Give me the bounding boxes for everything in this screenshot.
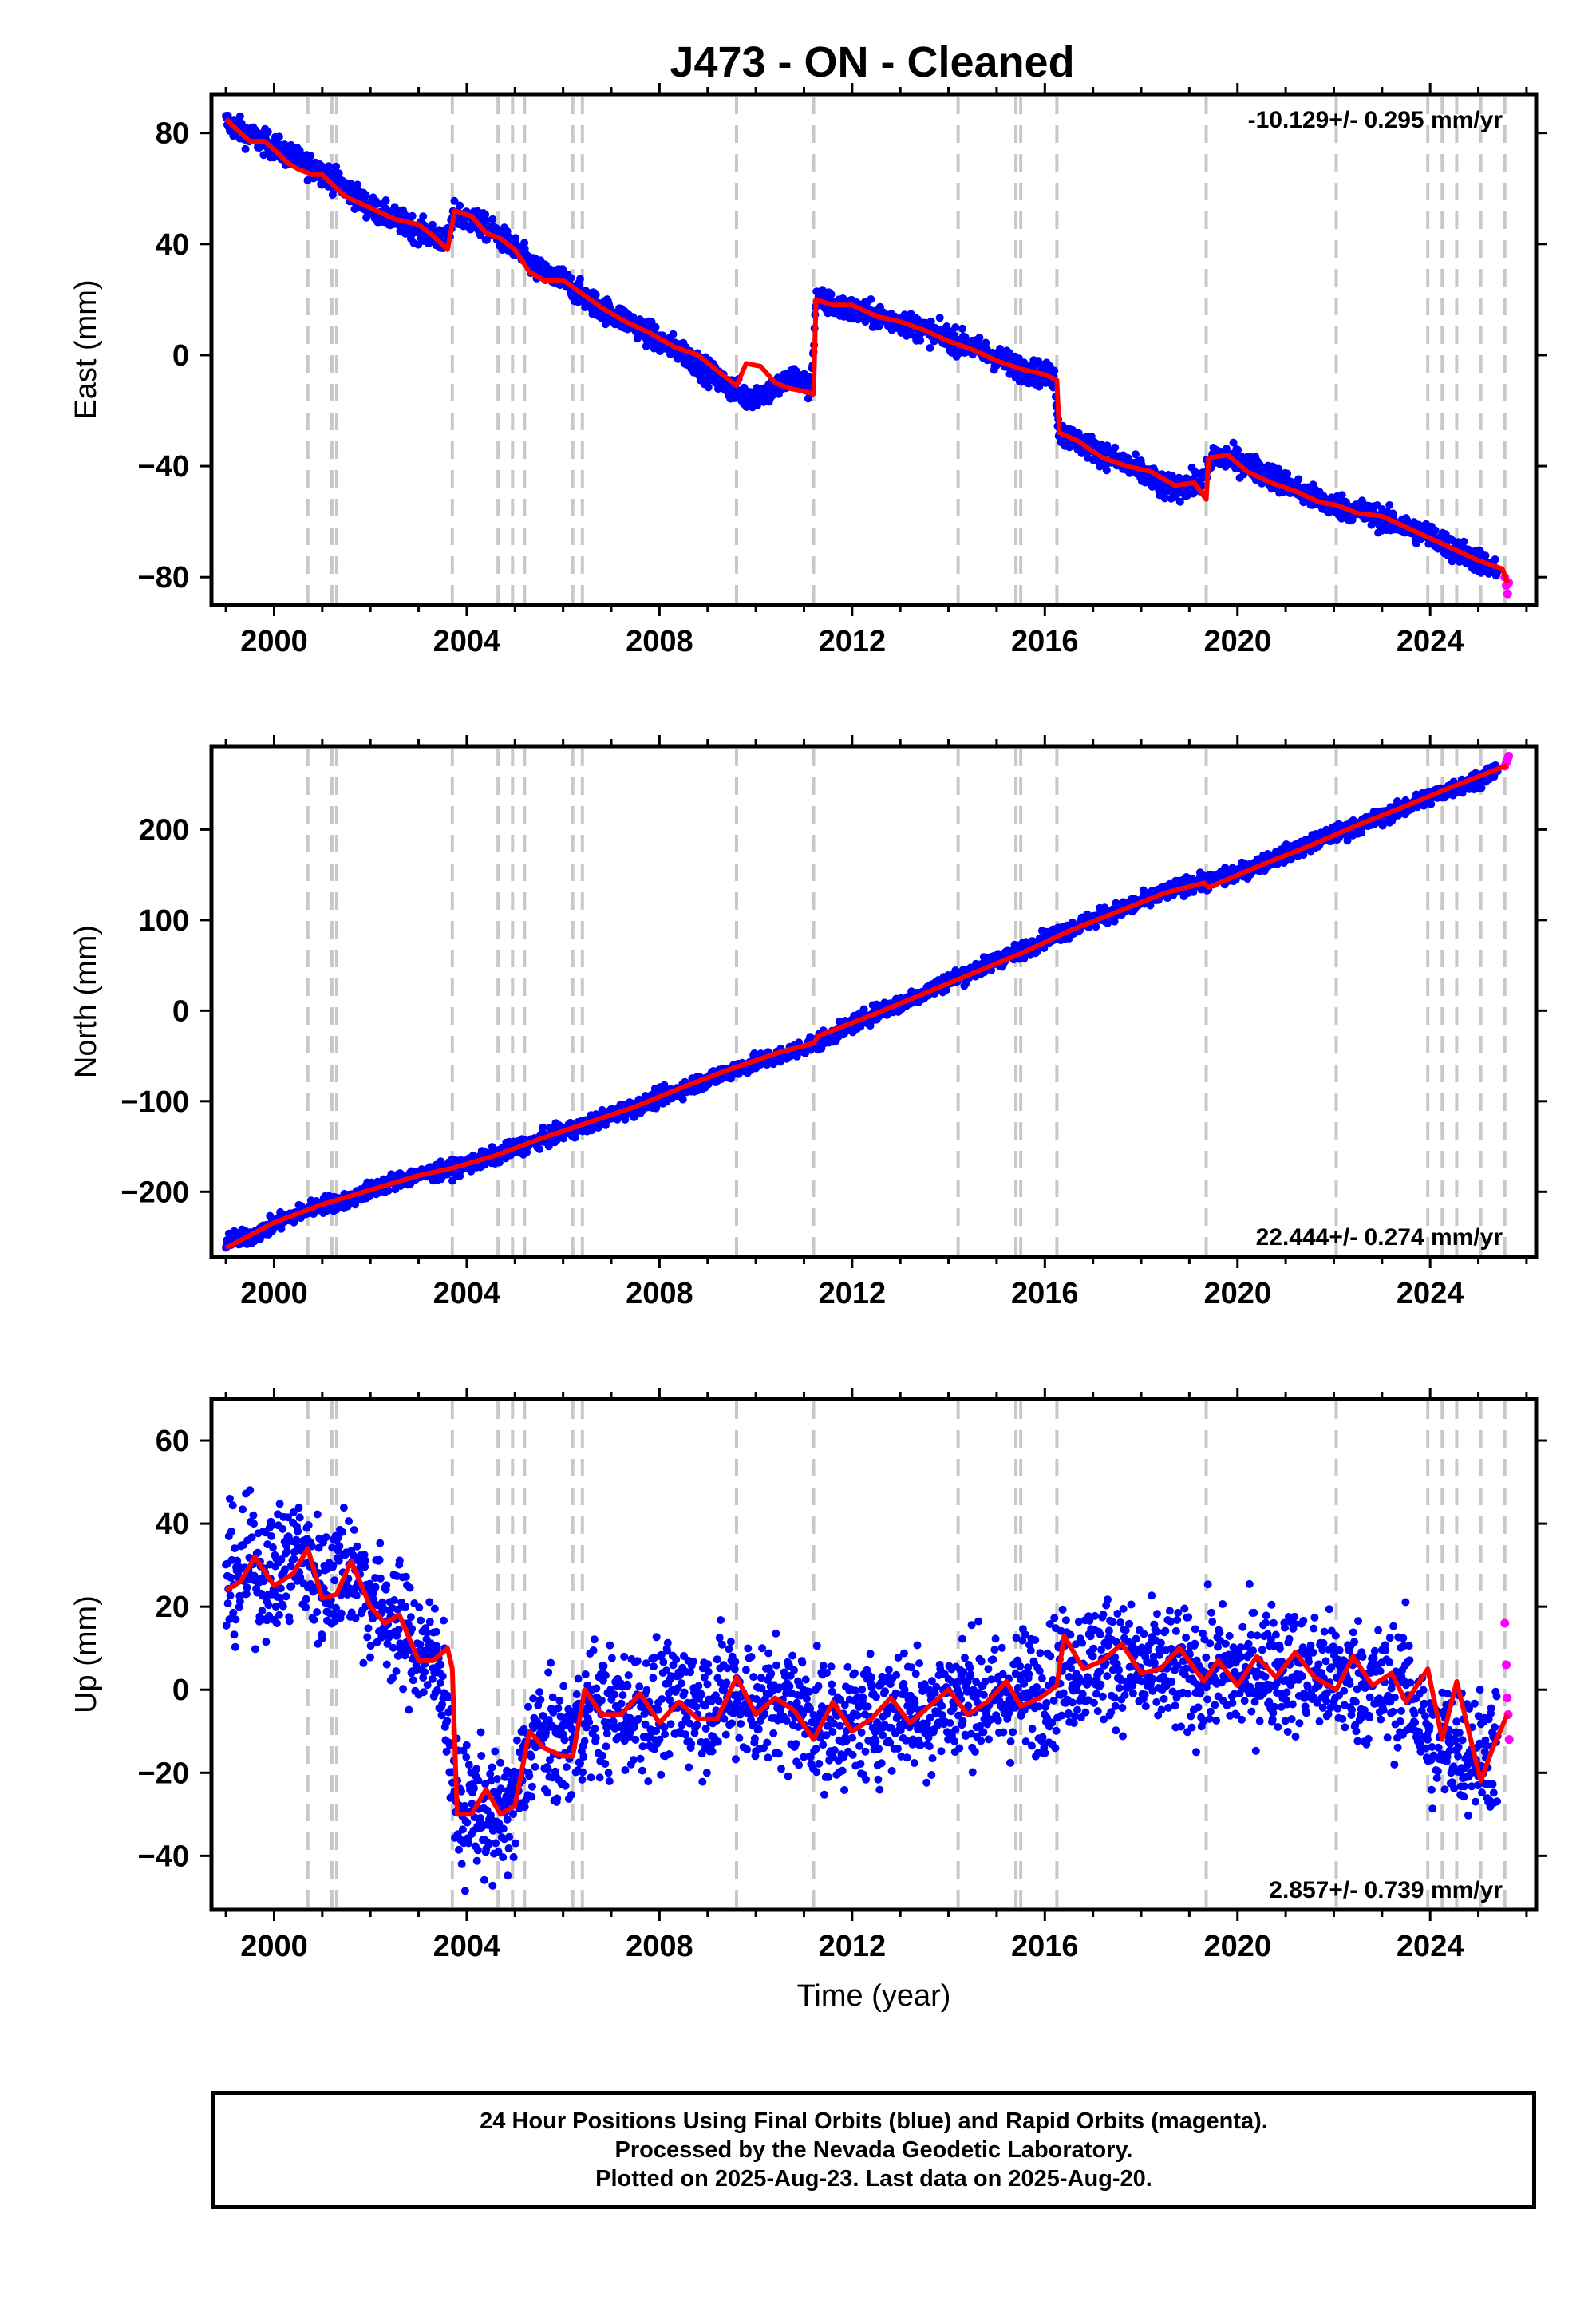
east-final-point (914, 315, 922, 324)
east-final-point (975, 334, 984, 342)
east-final-point (926, 317, 935, 326)
east-y-tick-label: 0 (172, 339, 189, 373)
east-final-point (381, 196, 390, 204)
east-final-point (1223, 445, 1231, 453)
east-final-point (935, 314, 944, 322)
east-final-point (306, 152, 315, 160)
east-final-point (488, 215, 497, 223)
east-final-point (1111, 443, 1120, 452)
east-final-point (1283, 469, 1292, 478)
east-final-point (1132, 450, 1140, 459)
east-final-point (1491, 555, 1499, 563)
east-final-point (669, 330, 678, 338)
east-final-point (235, 112, 244, 121)
north-final-point (535, 1144, 544, 1153)
east-final-points (222, 111, 1502, 580)
east-final-point (450, 196, 459, 205)
east-final-point (263, 128, 272, 136)
east-final-point (1234, 445, 1242, 454)
east-final-point (827, 290, 836, 298)
east-final-point (347, 180, 356, 188)
east-x-axis: 2000 2004 2008 2012 2016 2020 2024 (224, 83, 1528, 658)
north-final-point (539, 1123, 547, 1132)
east-final-point (354, 180, 361, 189)
east-rate-label: -10.129+/- 0.295 mm/yr (1248, 107, 1503, 133)
east-final-point (567, 274, 575, 283)
east-final-point (1160, 494, 1169, 503)
east-equipment-lines (306, 97, 1507, 603)
east-y-tick-label: −80 (138, 561, 189, 595)
east-final-point (334, 169, 343, 178)
east-final-point (591, 290, 600, 299)
east-final-point (651, 322, 660, 331)
east-final-point (1460, 537, 1468, 546)
east-y-tick-label: 40 (156, 228, 189, 262)
east-y-tick-label: 80 (156, 117, 189, 151)
east-final-point (1229, 438, 1238, 447)
east-final-point (1102, 466, 1111, 475)
east-final-point (1431, 526, 1440, 535)
east-y-label: East (mm) (69, 279, 103, 419)
east-final-point (916, 336, 925, 345)
east-final-point (275, 132, 283, 141)
east-model-curve (224, 117, 1510, 584)
east-final-point (1481, 551, 1490, 560)
east-final-point (520, 239, 529, 247)
east-final-point (456, 201, 464, 210)
east-final-point (1050, 366, 1059, 375)
east-y-tick-label: −40 (138, 450, 189, 484)
east-x-tick-label: 2004 (433, 625, 501, 658)
east-model-line (224, 117, 1510, 584)
north-final-point (678, 1095, 687, 1104)
east-final-point (361, 191, 370, 200)
east-x-tick-label: 2024 (1396, 625, 1464, 658)
east-final-point (926, 344, 934, 352)
east-final-point (576, 275, 584, 283)
east-final-point (1294, 475, 1303, 484)
east-rapid-point (1503, 589, 1512, 599)
north-panel: 2000 2004 2008 2012 2016 2020 2024 2001000−100… (69, 735, 1547, 1310)
east-final-point (428, 220, 437, 229)
north-final-point (1104, 919, 1112, 927)
east-x-tick-label: 2012 (819, 625, 887, 658)
east-final-point (332, 162, 341, 171)
east-final-point (512, 234, 520, 243)
east-x-tick-label: 2020 (1203, 625, 1271, 658)
east-final-point (704, 383, 713, 392)
east-final-point (1175, 497, 1184, 506)
east-panel: 2000 2004 2008 2012 2016 2020 2024 80 40 0 −40 −80… (69, 83, 1547, 658)
east-final-point (867, 295, 875, 303)
east-final-point (408, 211, 417, 220)
east-final-point (241, 144, 250, 153)
east-final-point (1175, 473, 1183, 482)
east-final-point (546, 265, 555, 274)
east-final-point (419, 212, 428, 221)
east-final-point (1385, 500, 1394, 509)
east-x-tick-label: 2016 (1011, 625, 1079, 658)
east-x-tick-label: 2000 (240, 625, 308, 658)
east-final-point (401, 211, 409, 219)
east-final-point (324, 162, 333, 171)
east-final-point (958, 324, 966, 333)
east-x-tick-label: 2008 (626, 625, 693, 658)
chart-title: J473 - ON - Cleaned (670, 38, 1074, 86)
east-final-point (951, 323, 960, 332)
